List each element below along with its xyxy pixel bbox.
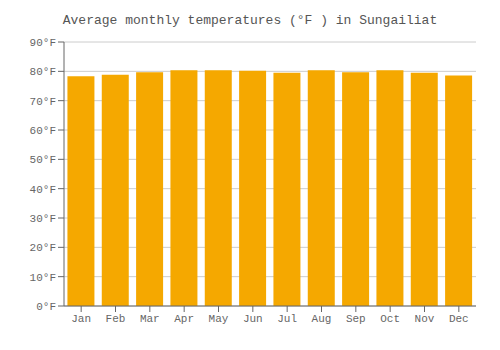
svg-text:Jul: Jul — [277, 313, 297, 325]
svg-text:60°F: 60°F — [30, 125, 56, 137]
svg-text:40°F: 40°F — [30, 184, 56, 196]
svg-text:Aug: Aug — [312, 313, 332, 325]
svg-text:Oct: Oct — [380, 313, 400, 325]
svg-text:May: May — [209, 313, 229, 325]
svg-text:Nov: Nov — [415, 313, 435, 325]
svg-text:70°F: 70°F — [30, 96, 56, 108]
svg-text:Jun: Jun — [243, 313, 263, 325]
svg-text:10°F: 10°F — [30, 272, 56, 284]
svg-text:Sep: Sep — [346, 313, 366, 325]
svg-text:30°F: 30°F — [30, 213, 56, 225]
svg-text:Feb: Feb — [106, 313, 126, 325]
svg-text:90°F: 90°F — [30, 37, 56, 49]
svg-text:80°F: 80°F — [30, 66, 56, 78]
html-text:Average monthly temperatures (: Average monthly temperatures (°F ) in Su… — [62, 13, 438, 28]
svg-text:Dec: Dec — [449, 313, 469, 325]
svg-text:Mar: Mar — [140, 313, 160, 325]
svg-text:20°F: 20°F — [30, 242, 56, 254]
svg-text:Apr: Apr — [174, 313, 194, 325]
svg-text:50°F: 50°F — [30, 154, 56, 166]
svg-text:0°F: 0°F — [36, 301, 56, 313]
svg-text:Jan: Jan — [71, 313, 91, 325]
